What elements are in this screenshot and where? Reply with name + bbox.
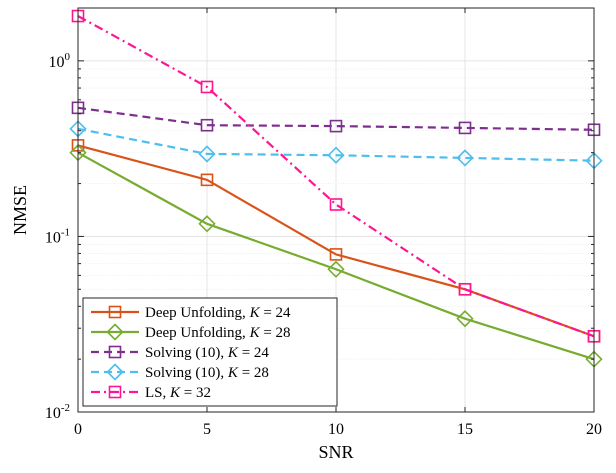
x-tick-label: 0 <box>74 421 82 438</box>
legend-entry: Deep Unfolding, K = 28 <box>91 323 291 341</box>
y-tick-exponent: -1 <box>61 226 70 238</box>
y-axis-label: NMSE <box>10 185 30 235</box>
x-axis-label: SNR <box>318 442 353 462</box>
legend-label-param: K <box>169 385 181 401</box>
data-point-marker <box>327 260 345 278</box>
data-point-marker <box>458 282 472 296</box>
y-tick-base: 10 <box>49 54 65 71</box>
data-point-marker <box>329 198 343 211</box>
legend-label-value: = 24 <box>260 305 291 321</box>
legend-marker <box>108 345 122 359</box>
legend-label-prefix: Solving (10), <box>145 365 228 381</box>
legend-label: Solving (10), K = 24 <box>145 345 269 361</box>
legend-label: Solving (10), K = 28 <box>145 365 269 381</box>
legend-label: Deep Unfolding, K = 28 <box>145 325 291 341</box>
data-point-marker <box>198 215 216 233</box>
legend-label-prefix: Deep Unfolding, <box>145 325 250 341</box>
legend-entry: Solving (10), K = 28 <box>91 363 269 381</box>
series-line <box>77 127 595 162</box>
legend-label-param: K <box>227 365 239 381</box>
data-point-marker <box>456 310 474 328</box>
data-point-marker <box>458 121 472 135</box>
data-point-marker <box>329 119 343 133</box>
data-point-marker <box>198 145 216 163</box>
legend-label-value: = 28 <box>260 325 291 341</box>
series-line <box>77 151 595 361</box>
data-point-marker <box>329 248 343 261</box>
legend-box <box>82 297 338 407</box>
data-point-marker <box>327 146 345 164</box>
series-layer <box>69 9 603 368</box>
series-line <box>77 15 595 338</box>
x-tick-label: 15 <box>457 421 473 438</box>
legend-entry: Solving (10), K = 24 <box>91 345 269 361</box>
legend-marker <box>106 363 124 381</box>
legend-label-prefix: LS, <box>145 385 170 401</box>
legend-label-param: K <box>249 305 261 321</box>
data-point-marker <box>456 149 474 167</box>
legend-label: Deep Unfolding, K = 24 <box>145 305 291 321</box>
data-point-marker <box>200 80 214 94</box>
y-tick-exponent: 0 <box>65 51 71 63</box>
legend-label-value: = 32 <box>180 385 211 401</box>
legend-label-value: = 28 <box>238 365 269 381</box>
legend-label-param: K <box>227 345 239 361</box>
data-point-marker <box>200 118 214 132</box>
legend-label-param: K <box>249 325 261 341</box>
y-tick-exponent: -2 <box>61 402 70 414</box>
y-tick-label: 10-2 <box>45 402 70 422</box>
x-tick-label: 5 <box>203 421 211 438</box>
legend-marker <box>108 385 122 399</box>
legend-label-prefix: Solving (10), <box>145 345 228 361</box>
legend-label-prefix: Deep Unfolding, <box>145 305 250 321</box>
series-line <box>77 106 595 131</box>
x-tick-label: 10 <box>328 421 344 438</box>
x-tick-label: 20 <box>586 421 602 438</box>
series-1 <box>69 144 603 368</box>
legend-entry: LS, K = 32 <box>91 385 211 401</box>
legend-label: LS, K = 32 <box>145 385 211 401</box>
legend-entry: Deep Unfolding, K = 24 <box>91 305 291 321</box>
y-tick-base: 10 <box>45 405 61 422</box>
y-tick-label: 100 <box>49 51 71 71</box>
data-point-marker <box>200 173 214 187</box>
y-tick-label: 10-1 <box>45 226 70 246</box>
legend-marker <box>108 305 122 319</box>
legend-marker <box>106 323 124 341</box>
legend-label-value: = 24 <box>238 345 269 361</box>
y-tick-base: 10 <box>45 229 61 246</box>
